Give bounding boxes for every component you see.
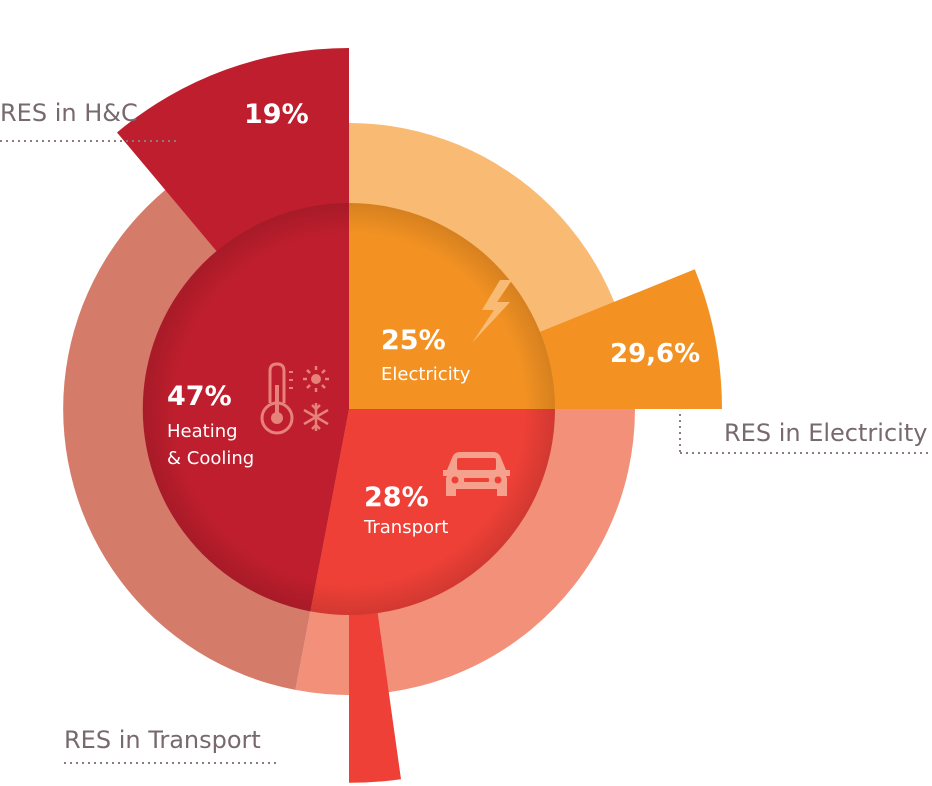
res-electricity-annotation-label: RES in Electricity	[724, 419, 927, 447]
sun-icon	[303, 366, 329, 392]
transport-category-label: Transport	[363, 517, 448, 538]
car-icon	[443, 452, 510, 496]
thermometer-icon	[260, 362, 294, 435]
transport-value-label: 28%	[364, 482, 429, 513]
heating-cooling-value-label: 47%	[167, 381, 232, 412]
res-electricity-annotation: RES in Electricity	[679, 414, 932, 454]
res-electricity-value-label: 29,6%	[610, 339, 700, 369]
electricity-value-label: 25%	[381, 325, 446, 356]
heating-cooling-category-label-line1: Heating	[167, 421, 238, 442]
res-hc-annotation-label: RES in H&C	[0, 99, 138, 127]
electricity-category-label: Electricity	[381, 364, 471, 385]
res-transport-annotation: RES in Transport	[64, 726, 280, 764]
snowflake-icon	[303, 403, 329, 431]
res-hc-annotation: RES in H&C	[0, 99, 178, 142]
inner-disc-shading	[143, 203, 555, 615]
res-transport-annotation-label: RES in Transport	[64, 726, 261, 754]
res-transport-value-label: 7%	[303, 739, 347, 769]
heating-cooling-category-label-line2: & Cooling	[167, 448, 254, 469]
res-hc-value-label: 19%	[244, 99, 309, 130]
